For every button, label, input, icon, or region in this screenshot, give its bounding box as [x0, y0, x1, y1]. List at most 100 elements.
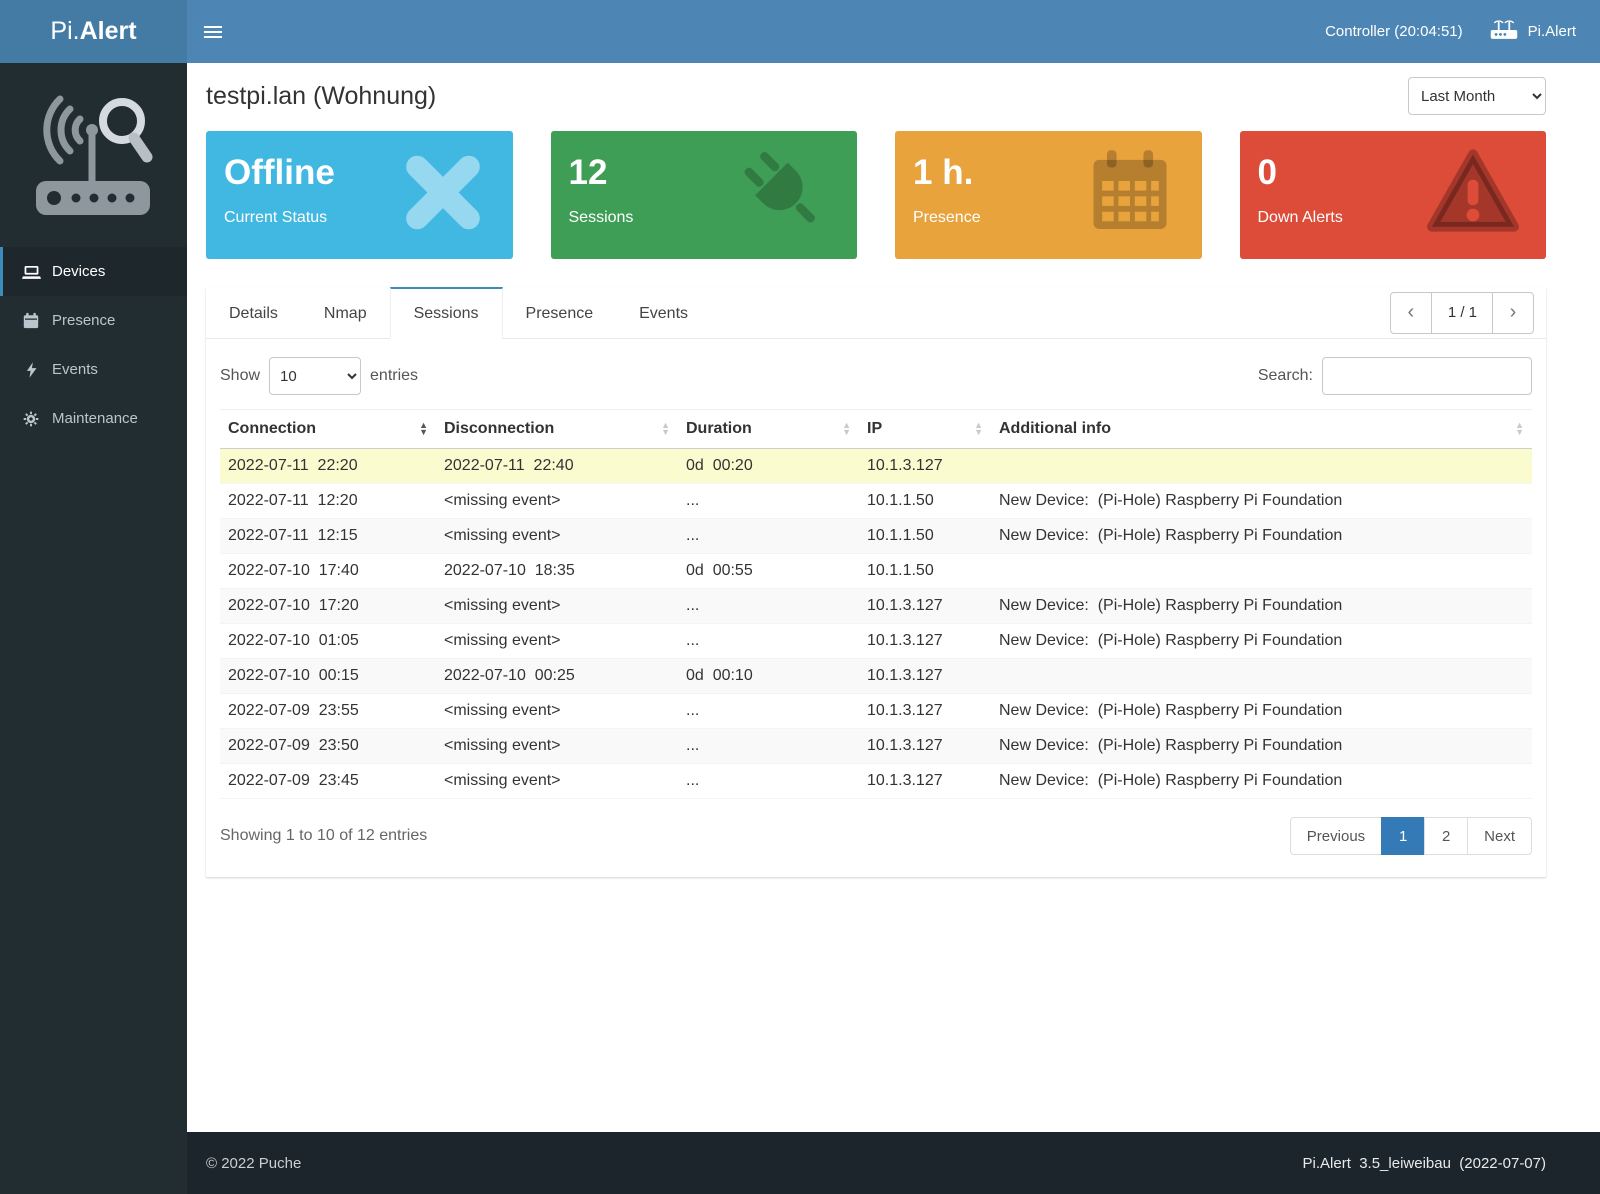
- table-cell: 2022-07-10 18:35: [436, 553, 678, 589]
- sort-icon: [974, 422, 983, 436]
- column-header-connection[interactable]: Connection: [220, 409, 436, 449]
- sidebar-item-label: Devices: [52, 263, 106, 280]
- card-value: 12: [568, 153, 608, 192]
- table-cell: 10.1.1.50: [859, 483, 991, 519]
- main-content: testpi.lan (Wohnung) Last Month Offline …: [187, 63, 1600, 1132]
- page-size-select[interactable]: 10: [269, 357, 362, 395]
- page-button-1[interactable]: 1: [1381, 817, 1426, 855]
- plug-icon: [737, 145, 833, 246]
- table-row: 2022-07-09 23:45 <missing event>... 10.1.3…: [220, 763, 1532, 799]
- brand-prefix: Pi.: [50, 17, 80, 45]
- pager-next-button[interactable]: ›: [1492, 291, 1534, 334]
- table-cell: 10.1.3.127: [859, 588, 991, 624]
- sidebar: Devices Presence Events: [0, 63, 187, 1194]
- table-cell: 2022-07-10 00:25: [436, 658, 678, 694]
- tab-details[interactable]: Details: [206, 287, 301, 338]
- sort-icon: [1515, 422, 1524, 436]
- table-cell: ...: [678, 728, 859, 764]
- period-select[interactable]: Last Month: [1408, 77, 1546, 115]
- table-cell: New Device: (Pi-Hole) Raspberry Pi Found…: [991, 483, 1532, 519]
- sidebar-nav: Devices Presence Events: [0, 247, 187, 443]
- table-cell: 10.1.3.127: [859, 763, 991, 799]
- table-cell: New Device: (Pi-Hole) Raspberry Pi Found…: [991, 623, 1532, 659]
- table-cell: [991, 658, 1532, 694]
- sidebar-item-label: Presence: [52, 312, 116, 329]
- brand-logo[interactable]: Pi. Alert: [0, 0, 187, 63]
- column-header-duration[interactable]: Duration: [678, 409, 859, 449]
- device-link[interactable]: Pi.Alert: [1489, 18, 1576, 46]
- sidebar-item-maintenance[interactable]: Maintenance: [0, 394, 187, 443]
- sidebar-item-events[interactable]: Events: [0, 345, 187, 394]
- table-cell: 2022-07-11 12:15: [220, 518, 436, 554]
- pagination-next-button[interactable]: Next: [1467, 817, 1532, 855]
- table-row: 2022-07-10 01:05 <missing event>... 10.1.3…: [220, 623, 1532, 659]
- tab-events[interactable]: Events: [616, 287, 711, 338]
- tab-presence[interactable]: Presence: [503, 287, 617, 338]
- card-value: Offline: [224, 153, 335, 192]
- copyright-text: © 2022 Puche: [206, 1154, 302, 1172]
- navbar-right: Controller (20:04:51) Pi.Alert: [1325, 18, 1600, 46]
- tab-sessions[interactable]: Sessions: [389, 287, 503, 339]
- sidebar-item-label: Events: [52, 361, 98, 378]
- column-header-additional-info[interactable]: Additional info: [991, 409, 1532, 449]
- table-cell: 10.1.3.127: [859, 448, 991, 484]
- card-presence: 1 h. Presence: [895, 131, 1202, 259]
- sidebar-item-devices[interactable]: Devices: [0, 247, 187, 296]
- pager-indicator: 1 / 1: [1430, 291, 1493, 334]
- table-cell: ...: [678, 483, 859, 519]
- warning-icon: [1424, 147, 1522, 244]
- table-cell: 10.1.1.50: [859, 518, 991, 554]
- page-title: testpi.lan (Wohnung): [206, 81, 437, 110]
- sessions-table: ConnectionDisconnectionDurationIPAdditio…: [220, 409, 1532, 799]
- menu-toggle-button[interactable]: [187, 0, 239, 63]
- table-cell: New Device: (Pi-Hole) Raspberry Pi Found…: [991, 588, 1532, 624]
- card-label: Presence: [913, 209, 981, 227]
- card-value: 1 h.: [913, 153, 974, 192]
- pager-prev-button[interactable]: ‹: [1389, 291, 1432, 334]
- table-cell: New Device: (Pi-Hole) Raspberry Pi Found…: [991, 518, 1532, 554]
- table-cell: <missing event>: [436, 623, 678, 659]
- sort-icon: [842, 422, 851, 436]
- bolt-icon: [19, 361, 43, 378]
- table-cell: 10.1.3.127: [859, 693, 991, 729]
- card-label: Down Alerts: [1257, 209, 1343, 227]
- column-header-disconnection[interactable]: Disconnection: [436, 409, 678, 449]
- table-cell: 2022-07-10 17:20: [220, 588, 436, 624]
- device-link-label: Pi.Alert: [1527, 23, 1576, 40]
- sidebar-item-presence[interactable]: Presence: [0, 296, 187, 345]
- stat-cards: Offline Current Status 12 Sessions: [206, 131, 1546, 259]
- table-cell: 0d 00:55: [678, 553, 859, 589]
- table-controls: Show 10 entries Search:: [206, 339, 1546, 401]
- table-cell: 10.1.1.50: [859, 553, 991, 589]
- table-cell: ...: [678, 588, 859, 624]
- page-footer: © 2022 Puche Pi.Alert 3.5_leiweibau (202…: [187, 1132, 1600, 1194]
- pagination-previous-button[interactable]: Previous: [1289, 817, 1383, 855]
- table-cell: <missing event>: [436, 483, 678, 519]
- entries-label: entries: [370, 367, 419, 384]
- card-current-status: Offline Current Status: [206, 131, 513, 259]
- controller-status[interactable]: Controller (20:04:51): [1325, 23, 1463, 40]
- router-icon: [1489, 18, 1519, 46]
- device-panel: Details Nmap Sessions Presence Events ‹ …: [206, 287, 1546, 877]
- sidebar-logo-graphic: [0, 63, 187, 247]
- search-input[interactable]: [1322, 357, 1532, 395]
- table-row: 2022-07-09 23:55 <missing event>... 10.1.3…: [220, 693, 1532, 729]
- column-header-ip[interactable]: IP: [859, 409, 991, 449]
- table-cell: New Device: (Pi-Hole) Raspberry Pi Found…: [991, 693, 1532, 729]
- table-cell: 2022-07-10 00:15: [220, 658, 436, 694]
- table-cell: <missing event>: [436, 763, 678, 799]
- gear-icon: [19, 411, 43, 427]
- table-cell: 2022-07-11 22:40: [436, 448, 678, 484]
- table-header-row: ConnectionDisconnectionDurationIPAdditio…: [220, 409, 1532, 449]
- table-cell: ...: [678, 518, 859, 554]
- table-cell: 2022-07-11 12:20: [220, 483, 436, 519]
- sessions-table-wrap: ConnectionDisconnectionDurationIPAdditio…: [206, 401, 1546, 799]
- table-row: 2022-07-10 17:20 <missing event>... 10.1.3…: [220, 588, 1532, 624]
- tab-nmap[interactable]: Nmap: [301, 287, 390, 338]
- page-button-2[interactable]: 2: [1424, 817, 1469, 855]
- calendar-icon: [1082, 145, 1178, 246]
- brand-suffix: Alert: [79, 17, 137, 45]
- table-cell: <missing event>: [436, 518, 678, 554]
- show-label: Show: [220, 367, 261, 384]
